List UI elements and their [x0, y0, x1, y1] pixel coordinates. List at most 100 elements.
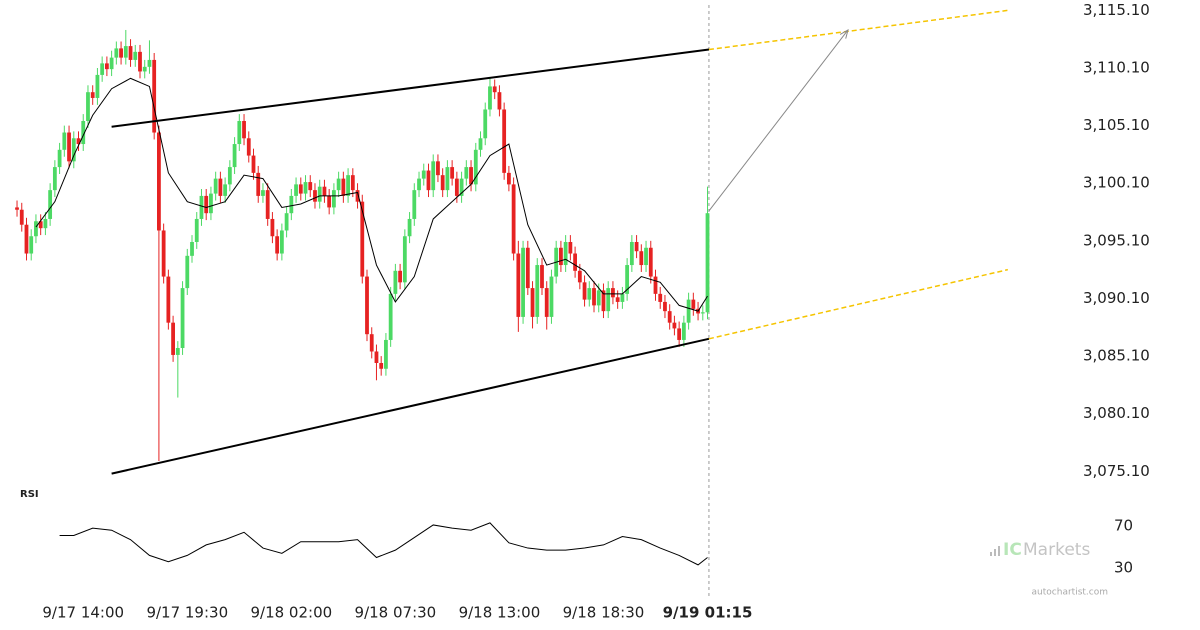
- candle-body: [648, 247, 653, 277]
- candle-body: [109, 57, 114, 70]
- candle-body: [341, 178, 346, 196]
- candle-body: [76, 138, 81, 145]
- candle-body: [677, 328, 682, 340]
- candle-body: [308, 182, 313, 191]
- candle-body: [530, 288, 535, 317]
- candle-body: [29, 236, 34, 254]
- candle-body: [615, 297, 620, 302]
- candle-body: [24, 224, 29, 254]
- candle-body: [511, 184, 516, 254]
- candle-body: [43, 218, 48, 229]
- y-tick-label: 3,085.10: [1083, 347, 1150, 365]
- candle-body: [601, 290, 606, 312]
- candle-body: [549, 276, 554, 317]
- candle-body: [142, 66, 147, 72]
- candle-body: [559, 247, 563, 266]
- candle-body: [242, 121, 246, 139]
- y-tick-label: 3,110.10: [1083, 58, 1150, 76]
- candle-body: [270, 218, 275, 237]
- candle-body: [478, 138, 483, 150]
- candle-body: [34, 221, 38, 237]
- x-tick-label: 9/17 14:00: [42, 604, 124, 622]
- candle-body: [644, 247, 648, 266]
- candle-body: [95, 74, 100, 98]
- candle-body: [161, 230, 166, 277]
- candle-body: [350, 175, 355, 191]
- candle-body: [629, 242, 634, 266]
- candle-body: [237, 121, 242, 145]
- y-tick-label: 3,105.10: [1083, 116, 1150, 134]
- projection-line: [708, 268, 1009, 340]
- candle-body: [19, 209, 24, 225]
- candle-body: [15, 207, 19, 210]
- candle-body: [123, 46, 128, 58]
- candle-body: [114, 48, 119, 58]
- candle-body: [232, 144, 237, 168]
- candle-body: [544, 288, 549, 317]
- candle-body: [705, 213, 710, 313]
- candle-body: [166, 276, 171, 323]
- candle-body: [488, 86, 492, 110]
- candle-body: [700, 312, 705, 314]
- candle-body: [223, 184, 228, 196]
- candle-body: [525, 247, 530, 289]
- candle-body: [209, 193, 213, 214]
- arrow-head: [839, 28, 849, 39]
- candle-body: [322, 186, 327, 196]
- y-tick-label: 3,095.10: [1083, 231, 1150, 249]
- candle-body: [175, 348, 180, 355]
- candle-body: [473, 149, 478, 185]
- candle-body: [663, 301, 667, 312]
- candle-body: [246, 138, 251, 156]
- candle-body: [157, 132, 161, 231]
- candle-body: [57, 149, 62, 168]
- candle-body: [227, 167, 232, 185]
- candle-body: [658, 293, 663, 302]
- candle-body: [100, 63, 105, 75]
- candle-body: [374, 351, 379, 363]
- x-tick-label: 9/19 01:15: [663, 604, 753, 622]
- candle-body: [672, 322, 677, 329]
- logo-bar: [998, 546, 1000, 556]
- y-tick-label: 3,090.10: [1083, 289, 1150, 307]
- candle-body: [138, 51, 142, 72]
- candle-body: [86, 92, 90, 121]
- candle-body: [313, 190, 317, 202]
- candle-body: [194, 218, 199, 242]
- candle-body: [38, 221, 43, 229]
- candle-body: [426, 170, 431, 191]
- candle-body: [327, 195, 332, 208]
- candle-body: [568, 242, 573, 254]
- candle-body: [294, 184, 298, 196]
- candle-body: [393, 270, 398, 294]
- candle-body: [298, 184, 303, 194]
- candle-body: [606, 288, 611, 312]
- candle-body: [190, 242, 194, 256]
- candle-body: [71, 138, 76, 162]
- candle-body: [48, 190, 53, 219]
- y-tick-label: 3,080.10: [1083, 404, 1150, 422]
- candle-body: [431, 161, 436, 191]
- candle-body: [667, 311, 672, 323]
- candle-body: [582, 282, 587, 300]
- candle-body: [620, 293, 625, 302]
- candle-body: [331, 190, 336, 208]
- candle-body: [388, 293, 393, 340]
- candle-body: [152, 59, 157, 133]
- trendline: [111, 48, 710, 128]
- candle-body: [686, 299, 691, 323]
- rsi-label: RSI: [20, 489, 39, 500]
- candle-body: [407, 218, 412, 237]
- candle-body: [483, 109, 488, 139]
- candle-body: [365, 276, 369, 335]
- candle-body: [577, 270, 582, 283]
- candle-body: [502, 109, 507, 173]
- candle-body: [128, 46, 133, 60]
- candle-body: [412, 190, 417, 219]
- candle-body: [436, 161, 440, 176]
- logo-bar: [994, 549, 996, 556]
- candles: [15, 29, 710, 461]
- x-tick-label: 9/18 07:30: [355, 604, 437, 622]
- candle-body: [119, 48, 123, 58]
- candle-body: [199, 195, 204, 219]
